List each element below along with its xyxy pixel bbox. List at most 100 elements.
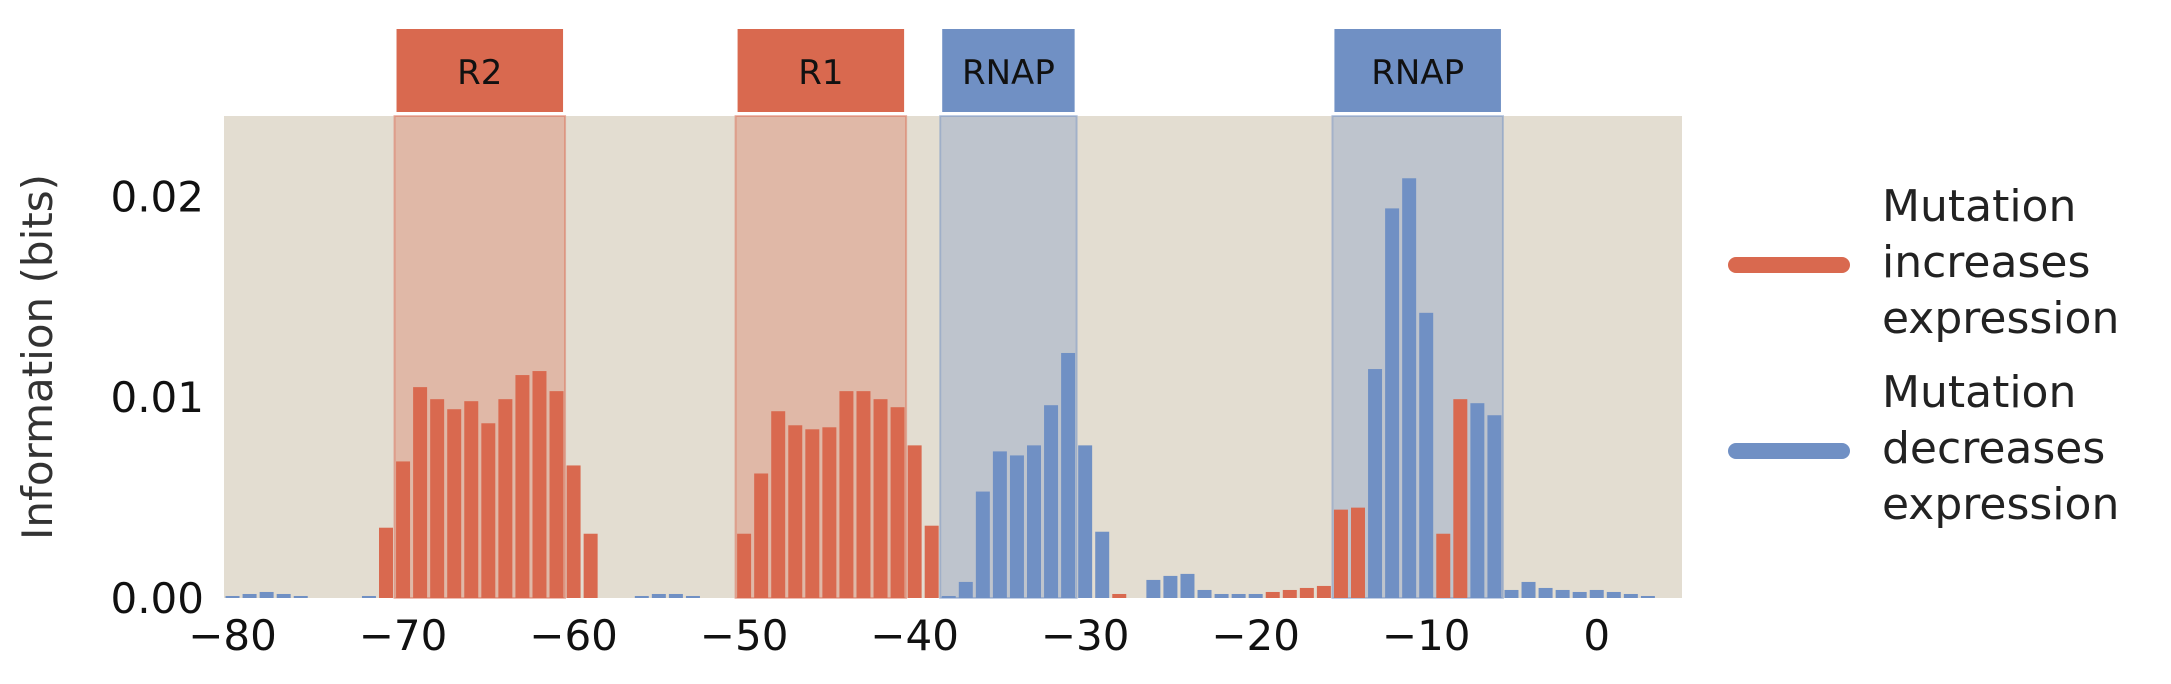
x-tick-label: 0 (1583, 611, 1610, 660)
bar (1146, 579, 1161, 598)
bar (1316, 585, 1331, 598)
bar (685, 595, 700, 598)
bar (1504, 589, 1519, 598)
bar (498, 399, 513, 598)
x-tick-label: −70 (359, 611, 448, 660)
bar (566, 465, 581, 598)
x-tick-label: −10 (1382, 611, 1471, 660)
bar (1572, 591, 1587, 598)
region-box-3 (1334, 29, 1501, 112)
y-axis-ticks: 0.00 0.01 0.02 (110, 172, 204, 623)
bar (1453, 399, 1468, 598)
y-tick-label: 0.02 (110, 172, 204, 221)
bar (447, 409, 462, 598)
bar (1606, 591, 1621, 598)
bar (890, 407, 905, 598)
bar (532, 371, 547, 598)
bar (873, 399, 888, 598)
x-tick-label: −40 (870, 611, 959, 660)
bar (1180, 573, 1195, 598)
bar (737, 533, 752, 598)
bar (856, 391, 871, 598)
x-tick-label: −60 (529, 611, 618, 660)
bar (941, 595, 956, 598)
region-box-2 (942, 29, 1075, 112)
bar (1299, 587, 1314, 598)
bar (481, 423, 496, 598)
bar (413, 387, 428, 598)
bar (1078, 445, 1093, 598)
bar (1248, 593, 1263, 598)
bar (1368, 369, 1383, 598)
bar (1538, 587, 1553, 598)
y-tick-label: 0.01 (110, 373, 204, 422)
bar (1470, 403, 1485, 598)
bar (1231, 593, 1246, 598)
bar (788, 425, 803, 598)
bar (1044, 405, 1059, 598)
y-tick-label: 0.00 (110, 574, 204, 623)
bar (1589, 589, 1604, 598)
bar (1163, 575, 1178, 598)
bar (1555, 589, 1570, 598)
bar (1436, 533, 1451, 598)
bar (1385, 208, 1400, 598)
information-bars (225, 178, 1655, 598)
bar (293, 595, 308, 598)
region-label-2: RNAP (962, 53, 1055, 93)
region-box-0 (396, 29, 564, 112)
bar (515, 375, 530, 598)
bar (430, 399, 445, 598)
bar (361, 595, 376, 598)
bar (396, 461, 411, 598)
bar (1061, 352, 1076, 598)
bar (1419, 312, 1434, 598)
x-axis-ticks: −80 −70 −60 −50 −40 −30 −20 −10 0 (188, 611, 1610, 660)
y-axis-label: Information (bits) (13, 174, 62, 540)
bar (1027, 445, 1041, 598)
region-box-1 (737, 29, 905, 112)
region-label-3: RNAP (1371, 53, 1464, 93)
bar (1521, 581, 1536, 598)
x-tick-label: −30 (1041, 611, 1130, 660)
bar (276, 593, 291, 598)
bar (975, 491, 990, 598)
region-label-1: R1 (798, 53, 843, 93)
bar (1487, 415, 1502, 598)
bar (1333, 509, 1348, 598)
x-tick-label: −50 (700, 611, 789, 660)
bar (651, 593, 666, 598)
bar (634, 595, 649, 598)
bar (549, 391, 564, 598)
bar (958, 581, 973, 598)
bar (1214, 593, 1229, 598)
bar (907, 445, 922, 598)
legend-text: increases (1882, 237, 2090, 288)
x-tick-label: −20 (1211, 611, 1300, 660)
bar (1112, 593, 1127, 598)
bar (1265, 591, 1280, 598)
bar (1351, 507, 1365, 598)
bar (1095, 531, 1110, 598)
legend-text: decreases (1882, 423, 2105, 474)
bar (771, 411, 786, 598)
bar (464, 401, 479, 598)
binding-site-regions: R2 R1 RNAP RNAP (393, 29, 1504, 599)
bar (379, 527, 393, 598)
bar (924, 525, 939, 598)
bar (242, 593, 257, 598)
region-label-0: R2 (457, 53, 502, 93)
bar (668, 593, 683, 598)
bar (805, 429, 820, 598)
legend: MutationincreasesexpressionMutationdecre… (1728, 181, 2119, 530)
bar (822, 427, 837, 598)
bar (1282, 589, 1297, 598)
bar (259, 591, 274, 598)
legend-text: Mutation (1882, 181, 2076, 232)
bar (754, 473, 769, 598)
legend-text: expression (1882, 479, 2119, 530)
bar (1640, 595, 1655, 598)
bar (1197, 589, 1212, 598)
bar (225, 595, 240, 598)
